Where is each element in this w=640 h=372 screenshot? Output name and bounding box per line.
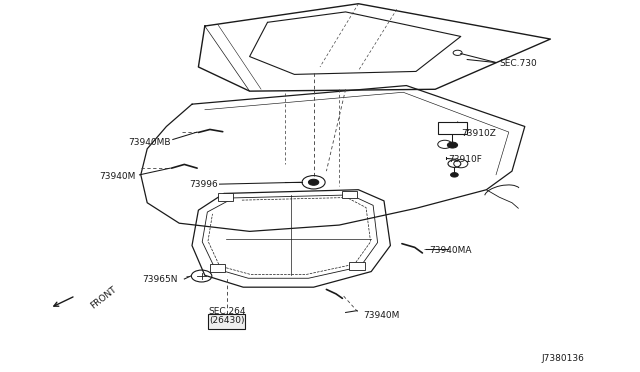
- Text: 73940M: 73940M: [99, 172, 136, 181]
- Text: SEC.730: SEC.730: [499, 60, 537, 68]
- Text: SEC.264: SEC.264: [209, 307, 246, 316]
- Text: FRONT: FRONT: [88, 285, 118, 311]
- Text: 73910F: 73910F: [448, 155, 482, 164]
- FancyBboxPatch shape: [342, 191, 357, 198]
- FancyBboxPatch shape: [218, 193, 233, 201]
- Text: 73910Z: 73910Z: [461, 129, 495, 138]
- FancyBboxPatch shape: [210, 264, 225, 272]
- Circle shape: [451, 173, 458, 177]
- FancyBboxPatch shape: [438, 122, 467, 134]
- Text: 73940MA: 73940MA: [429, 246, 471, 255]
- Circle shape: [447, 142, 458, 148]
- Circle shape: [308, 179, 319, 185]
- Text: 73940MB: 73940MB: [128, 138, 170, 147]
- Text: 73940M: 73940M: [364, 311, 400, 320]
- Text: (26430): (26430): [209, 316, 245, 325]
- Text: J7380136: J7380136: [542, 355, 584, 363]
- Text: 73996: 73996: [189, 180, 218, 189]
- FancyBboxPatch shape: [208, 314, 245, 329]
- FancyBboxPatch shape: [349, 262, 365, 270]
- Text: 73965N: 73965N: [142, 275, 177, 283]
